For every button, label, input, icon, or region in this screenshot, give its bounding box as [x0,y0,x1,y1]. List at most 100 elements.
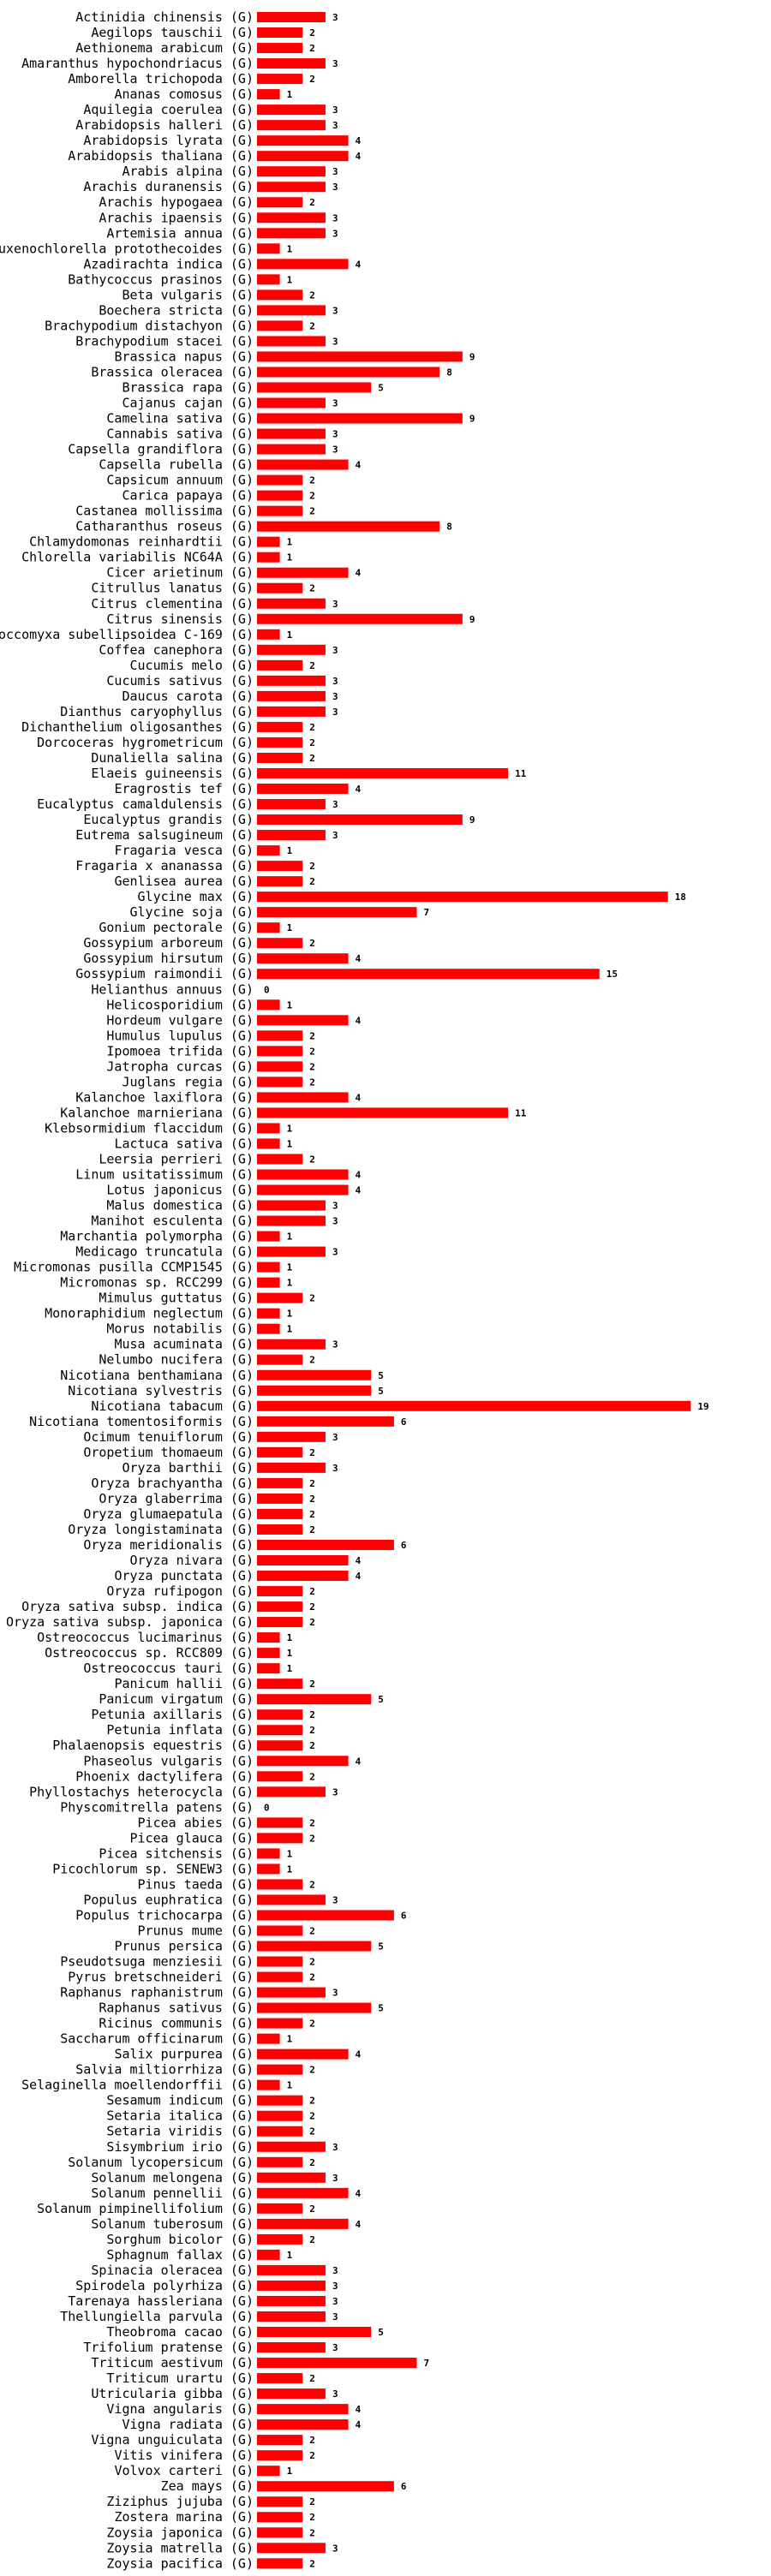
category-label: Triticum urartu (G) [106,2370,254,2386]
value-label: 1 [287,1231,293,1243]
bar-row: Citrus clementina (G) 3 [91,596,338,611]
category-label: Eutrema salsugineum (G) [75,827,254,843]
bar [257,1679,303,1690]
bar-row: Ricinus communis (G) 2 [99,2016,315,2031]
bar [257,1200,326,1211]
bar [257,1339,326,1350]
bar [257,1277,280,1288]
bar-row: Tarenaya hassleriana (G) 3 [68,2293,338,2309]
value-label: 2 [309,2065,315,2076]
value-label: 1 [287,1848,293,1859]
bar [257,1261,280,1273]
bar [257,1061,303,1072]
value-label: 2 [309,289,315,301]
bar [257,197,303,208]
value-label: 4 [356,953,362,964]
bar [257,690,326,701]
category-label: Brassica oleracea (G) [91,364,254,379]
category-label: Pinus taeda (G) [138,1876,254,1892]
value-label: 5 [378,382,384,393]
value-label: 6 [401,2481,407,2492]
value-label: 2 [309,1740,315,1751]
value-label: 2 [309,1817,315,1828]
value-label: 1 [287,537,293,548]
category-label: Raphanus sativus (G) [99,2001,254,2016]
bar-row: Cicer arietinum (G) 4 [106,565,361,581]
bar-row: Zostera marina (G) 2 [114,2509,314,2525]
value-label: 2 [309,861,315,872]
bar-row: Aquilegia coerulea (G) 3 [83,102,338,117]
value-label: 4 [356,2219,362,2230]
bar-row: Theobroma cacao (G) 5 [106,2324,383,2340]
bar-row: Fragaria x ananassa (G) 2 [75,858,315,874]
bar-row: Brassica oleracea (G) 8 [91,364,451,379]
bar-row: Ocimum tenuiflorum (G) 3 [83,1429,338,1445]
bar-row: Chlamydomonas reinhardtii (G) 1 [29,534,293,550]
bar [257,1292,303,1303]
category-label: Aquilegia coerulea (G) [83,102,254,117]
value-label: 4 [356,1185,362,1196]
bar [257,305,326,316]
category-label: Oryza sativa subsp. japonica (G) [6,1614,254,1630]
category-label: Daucus carota (G) [122,689,254,704]
bar [257,505,303,516]
bar [257,336,326,347]
bar-row: Vigna unguiculata (G) 2 [91,2432,315,2448]
value-label: 2 [309,1447,315,1458]
bar-row: Ostreococcus tauri (G) 1 [83,1661,292,1676]
bar [257,1879,303,1890]
bar-row: Nicotiana benthamiana (G) 5 [60,1368,384,1383]
bar-row: Arabis alpina (G) 3 [122,164,338,179]
bar [257,43,303,54]
value-label: 4 [356,568,362,579]
bar-row: Eucalyptus camaldulensis (G) 3 [37,796,338,812]
category-label: Oryza nivara (G) [130,1553,254,1568]
value-label: 2 [309,1061,315,1072]
value-label: 3 [332,1339,338,1351]
bar [257,1663,280,1674]
category-label: Boechera stricta (G) [99,302,254,318]
value-label: 1 [287,1863,293,1875]
bar-row: Nicotiana tabacum (G) 19 [91,1398,708,1414]
bar [257,1154,303,1165]
bar [257,89,280,100]
value-label: 3 [332,212,338,224]
value-label: 2 [309,1925,315,1936]
bar-row: Ziziphus jujuba (G) 2 [106,2494,315,2509]
value-label: 3 [332,599,338,610]
value-label: 3 [332,305,338,316]
bar-row: Gossypium hirsutum (G) 4 [83,951,361,966]
bar [257,1015,349,1026]
category-label: Beta vulgaris (G) [122,287,254,302]
category-label: Arachis hypogaea (G) [99,194,254,210]
bar-row: Physcomitrella patens (G) 0 [60,1799,269,1815]
bar-row: Cucumis sativus (G) 3 [106,673,338,689]
bar-row: Oryza nivara (G) 4 [130,1553,362,1568]
bar-row: Capsella rubella (G) 4 [99,457,361,473]
value-label: 2 [309,2496,315,2507]
bar-row: Castanea mollissima (G) 2 [75,504,315,519]
value-label: 18 [675,891,686,903]
category-label: Chlamydomonas reinhardtii (G) [29,534,254,550]
category-label: Oryza meridionalis (G) [83,1537,254,1553]
category-label: Humulus lupulus (G) [106,1028,254,1043]
value-label: 3 [332,645,338,656]
category-label: Selaginella moellendorffii (G) [21,2078,254,2093]
bar-row: Oryza longistaminata (G) 2 [68,1522,315,1537]
bar [257,2002,372,2013]
bar [257,1046,303,1057]
category-label: Phalaenopsis equestris (G) [52,1738,254,1753]
value-label: 11 [515,1107,527,1118]
value-label: 2 [309,1030,315,1041]
bar [257,182,326,193]
category-label: Ricinus communis (G) [99,2016,254,2031]
bar-row: Dorcoceras hygrometricum (G) 2 [37,735,315,750]
bar-row: Populus euphratica (G) 3 [83,1892,338,1907]
value-label: 2 [309,320,315,331]
value-label: 8 [446,522,452,533]
bar-row: Sesamum indicum (G) 2 [106,2093,315,2108]
bar-row: Picea abies (G) 2 [138,1815,315,1830]
category-label: Oryza glumaepatula (G) [83,1506,254,1522]
value-label: 2 [309,2157,315,2168]
bar [257,2496,303,2507]
